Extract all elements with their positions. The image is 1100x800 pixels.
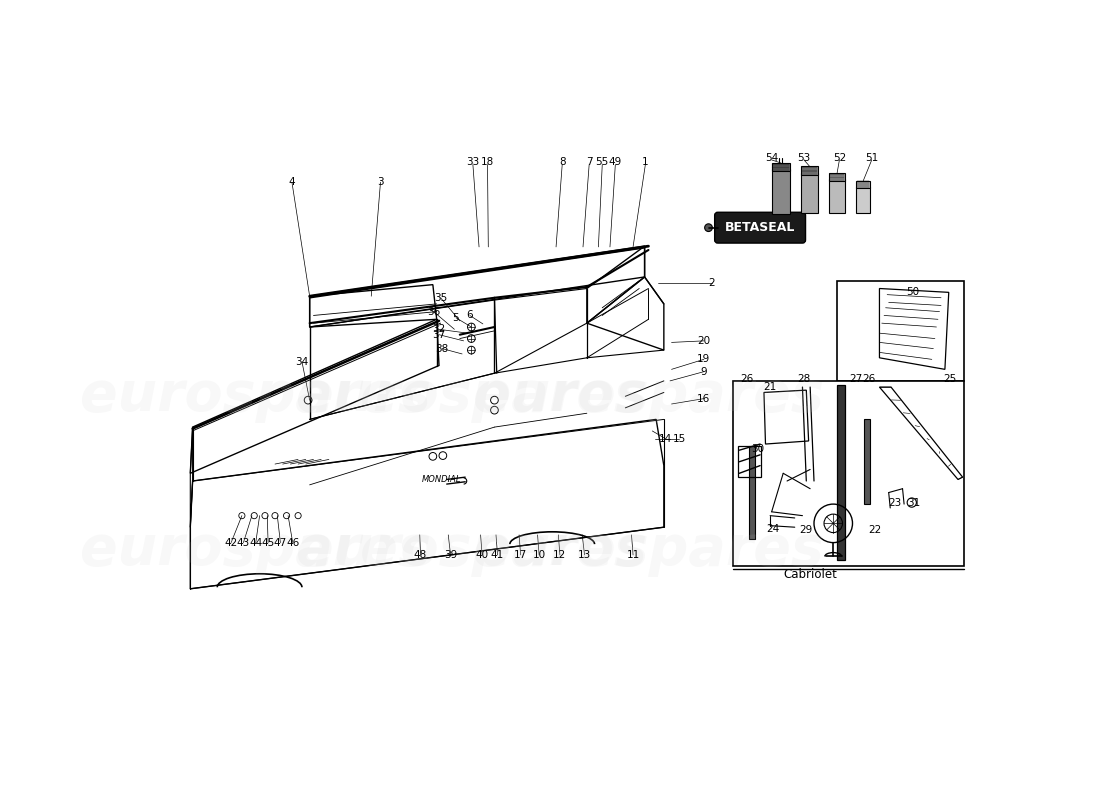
Text: 8: 8	[559, 158, 565, 167]
Text: 5: 5	[452, 313, 460, 322]
Text: 34: 34	[295, 357, 309, 366]
FancyBboxPatch shape	[837, 281, 964, 381]
Text: 6: 6	[466, 310, 473, 321]
Text: 10: 10	[532, 550, 546, 560]
Text: MONDIAL: MONDIAL	[421, 475, 461, 484]
Text: 4: 4	[288, 178, 295, 187]
Bar	[856, 181, 870, 188]
Text: 51: 51	[865, 153, 879, 162]
Text: 20: 20	[697, 336, 711, 346]
Text: 33: 33	[466, 158, 480, 167]
Text: 38: 38	[436, 343, 449, 354]
Bar	[856, 187, 870, 213]
Text: 50: 50	[906, 286, 920, 297]
Text: 48: 48	[414, 550, 427, 560]
Bar	[738, 446, 761, 477]
Text: eurospares: eurospares	[296, 370, 647, 423]
Text: 24: 24	[767, 524, 780, 534]
Text: 12: 12	[553, 550, 566, 560]
Text: 11: 11	[626, 550, 640, 560]
Bar	[772, 169, 790, 214]
Bar	[801, 166, 818, 174]
Text: 43: 43	[236, 538, 250, 547]
Text: eurospares: eurospares	[80, 370, 431, 423]
Text: 14: 14	[659, 434, 672, 444]
Text: 53: 53	[798, 153, 811, 162]
Text: 7: 7	[586, 158, 593, 167]
Text: 55: 55	[595, 158, 609, 167]
Bar	[829, 173, 845, 181]
Text: 35: 35	[433, 293, 448, 302]
Text: 32: 32	[432, 324, 446, 334]
Bar	[772, 163, 790, 170]
Text: 40: 40	[475, 550, 488, 560]
Text: 26: 26	[862, 374, 876, 384]
Text: 18: 18	[481, 158, 494, 167]
Text: 46: 46	[286, 538, 299, 547]
Text: 27: 27	[849, 374, 864, 384]
Text: eurospares: eurospares	[80, 523, 431, 578]
Text: 2: 2	[708, 278, 715, 288]
Text: 19: 19	[697, 354, 711, 364]
Text: 36: 36	[427, 306, 440, 317]
Text: 54: 54	[764, 153, 779, 162]
Bar	[801, 173, 818, 213]
Text: 9: 9	[701, 366, 707, 377]
Text: 17: 17	[514, 550, 527, 560]
Text: 31: 31	[906, 498, 920, 507]
Text: 25: 25	[944, 374, 957, 384]
Circle shape	[705, 224, 713, 231]
Bar	[837, 385, 845, 560]
Text: eurospares: eurospares	[473, 370, 824, 423]
Text: 39: 39	[444, 550, 458, 560]
Text: 52: 52	[833, 153, 846, 162]
Text: eurospares: eurospares	[473, 523, 824, 578]
Text: BETASEAL: BETASEAL	[725, 221, 795, 234]
Text: 15: 15	[672, 434, 686, 444]
Text: 45: 45	[262, 538, 275, 547]
Text: 26: 26	[740, 374, 754, 384]
Text: 29: 29	[799, 525, 812, 534]
Text: 47: 47	[274, 538, 287, 547]
Text: 22: 22	[868, 525, 881, 534]
Text: 42: 42	[224, 538, 238, 547]
Text: 23: 23	[888, 498, 902, 507]
FancyBboxPatch shape	[733, 381, 964, 566]
FancyBboxPatch shape	[715, 212, 805, 243]
Text: 13: 13	[578, 550, 591, 560]
Text: 28: 28	[798, 374, 811, 384]
Text: Cabriolet: Cabriolet	[783, 569, 837, 582]
Text: 49: 49	[608, 158, 622, 167]
Text: 44: 44	[249, 538, 263, 547]
Text: 41: 41	[491, 550, 504, 560]
Text: 30: 30	[751, 444, 764, 454]
Text: 3: 3	[377, 178, 384, 187]
Bar	[829, 179, 845, 213]
Text: 37: 37	[432, 330, 446, 340]
Bar	[749, 446, 755, 538]
Text: 21: 21	[763, 382, 777, 392]
Text: 16: 16	[697, 394, 711, 404]
Text: eurospares: eurospares	[296, 523, 647, 578]
Bar	[865, 419, 870, 504]
Text: 1: 1	[642, 158, 649, 167]
